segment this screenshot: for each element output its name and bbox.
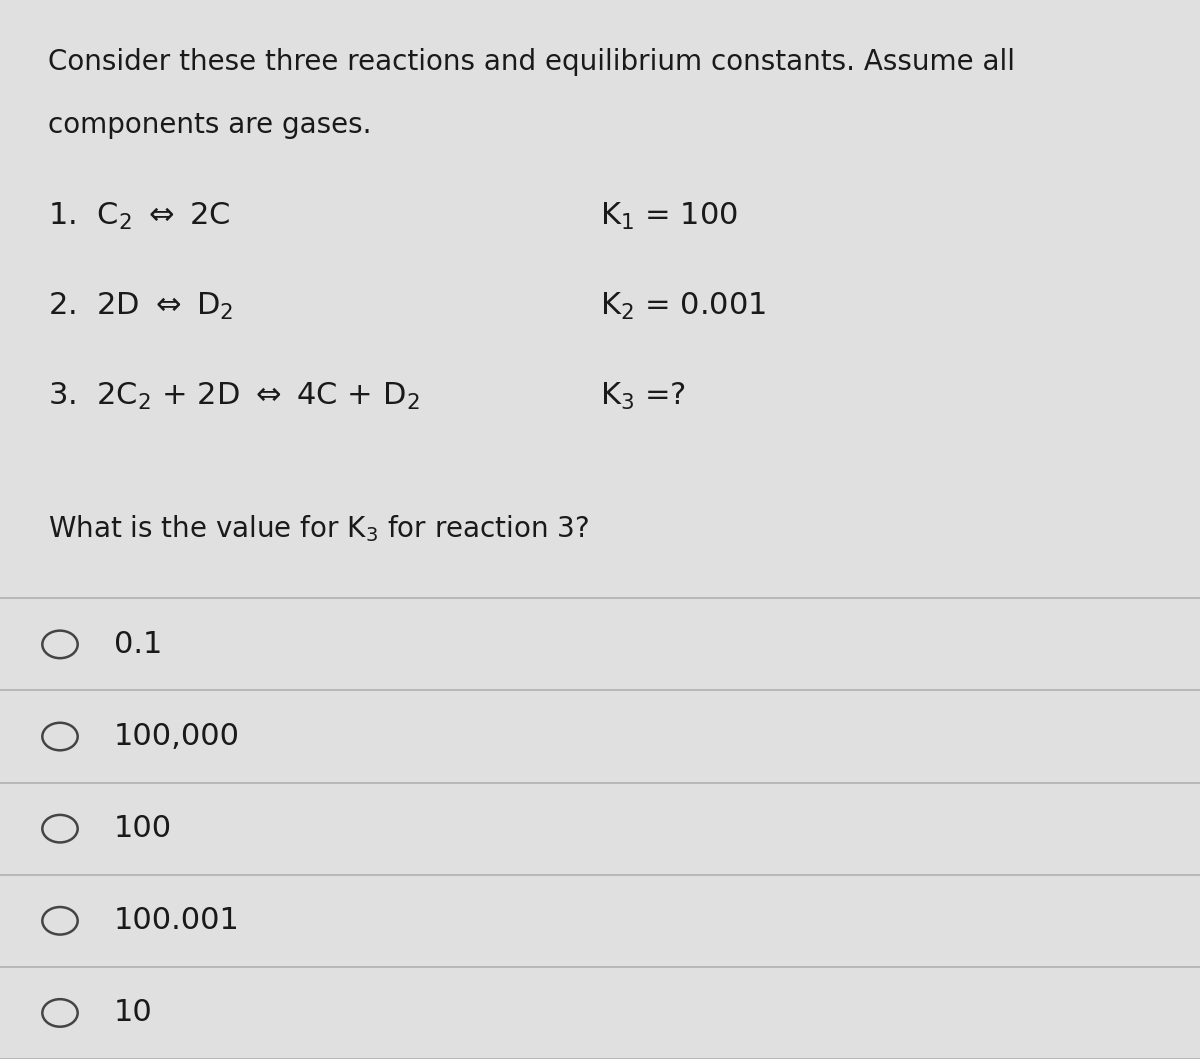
Text: 3.  $\mathdefault{2C_2}$ + 2D $\Leftrightarrow$ 4C + $\mathdefault{D_2}$: 3. $\mathdefault{2C_2}$ + 2D $\Leftright… xyxy=(48,381,420,412)
Text: $\mathdefault{K_1}$ = 100: $\mathdefault{K_1}$ = 100 xyxy=(600,201,738,232)
Text: 100: 100 xyxy=(114,814,172,843)
Text: 1.  $\mathdefault{C_2}$ $\Leftrightarrow$ 2C: 1. $\mathdefault{C_2}$ $\Leftrightarrow$… xyxy=(48,201,230,232)
Text: components are gases.: components are gases. xyxy=(48,111,372,139)
Text: What is the value for $\mathdefault{K_3}$ for reaction 3?: What is the value for $\mathdefault{K_3}… xyxy=(48,514,589,544)
Text: 10: 10 xyxy=(114,999,152,1027)
Text: 100.001: 100.001 xyxy=(114,907,240,935)
Text: $\mathdefault{K_2}$ = 0.001: $\mathdefault{K_2}$ = 0.001 xyxy=(600,291,766,322)
Text: 100,000: 100,000 xyxy=(114,722,240,751)
Text: Consider these three reactions and equilibrium constants. Assume all: Consider these three reactions and equil… xyxy=(48,48,1015,75)
Text: 0.1: 0.1 xyxy=(114,630,162,659)
Text: 2.  2D $\Leftrightarrow$ $\mathdefault{D_2}$: 2. 2D $\Leftrightarrow$ $\mathdefault{D_… xyxy=(48,291,234,322)
Text: $\mathdefault{K_3}$ =?: $\mathdefault{K_3}$ =? xyxy=(600,381,686,412)
